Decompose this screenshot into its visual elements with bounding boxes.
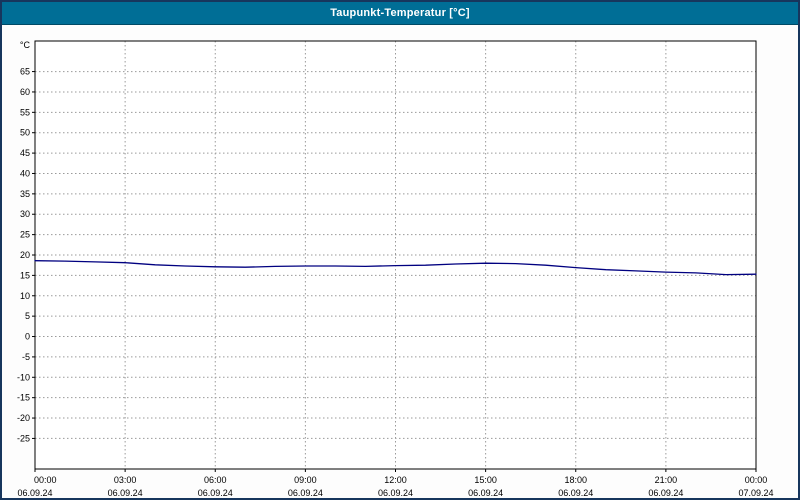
svg-text:21:00: 21:00 (655, 475, 678, 485)
chart-title: Taupunkt-Temperatur [°C] (330, 7, 470, 19)
svg-text:60: 60 (20, 87, 30, 97)
svg-text:-10: -10 (17, 372, 30, 382)
svg-text:-20: -20 (17, 413, 30, 423)
svg-text:06.09.24: 06.09.24 (378, 488, 413, 498)
svg-text:35: 35 (20, 189, 30, 199)
svg-text:07.09.24: 07.09.24 (738, 488, 773, 498)
svg-text:-15: -15 (17, 393, 30, 403)
svg-text:15:00: 15:00 (474, 475, 497, 485)
svg-text:00:00: 00:00 (34, 475, 57, 485)
svg-text:65: 65 (20, 67, 30, 77)
svg-text:50: 50 (20, 128, 30, 138)
svg-text:12:00: 12:00 (384, 475, 407, 485)
svg-text:40: 40 (20, 168, 30, 178)
svg-text:06.09.24: 06.09.24 (108, 488, 143, 498)
dewpoint-line-chart: 65605550454035302520151050-5-10-15-20-25… (17, 40, 774, 498)
svg-text:10: 10 (20, 291, 30, 301)
svg-text:-5: -5 (22, 352, 30, 362)
svg-text:30: 30 (20, 209, 30, 219)
svg-text:20: 20 (20, 250, 30, 260)
svg-text:55: 55 (20, 107, 30, 117)
svg-text:06.09.24: 06.09.24 (468, 488, 503, 498)
svg-text:-25: -25 (17, 433, 30, 443)
svg-text:06:00: 06:00 (204, 475, 227, 485)
svg-text:06.09.24: 06.09.24 (198, 488, 233, 498)
title-bar: Taupunkt-Temperatur [°C] (2, 2, 798, 25)
svg-text:06.09.24: 06.09.24 (17, 488, 52, 498)
svg-text:0: 0 (25, 332, 30, 342)
svg-text:18:00: 18:00 (564, 475, 587, 485)
svg-text:06.09.24: 06.09.24 (288, 488, 323, 498)
svg-text:°C: °C (20, 40, 31, 50)
svg-text:15: 15 (20, 270, 30, 280)
svg-text:25: 25 (20, 230, 30, 240)
svg-text:00:00: 00:00 (745, 475, 768, 485)
svg-text:5: 5 (25, 311, 30, 321)
chart-area: 65 60 55 50 45 40 35 30 25 20 15 10 5 0 -5 -10 -15 -20 -25… (2, 25, 798, 498)
svg-text:09:00: 09:00 (294, 475, 317, 485)
svg-text:03:00: 03:00 (114, 475, 137, 485)
svg-text:06.09.24: 06.09.24 (558, 488, 593, 498)
svg-text:45: 45 (20, 148, 30, 158)
svg-text:06.09.24: 06.09.24 (648, 488, 683, 498)
